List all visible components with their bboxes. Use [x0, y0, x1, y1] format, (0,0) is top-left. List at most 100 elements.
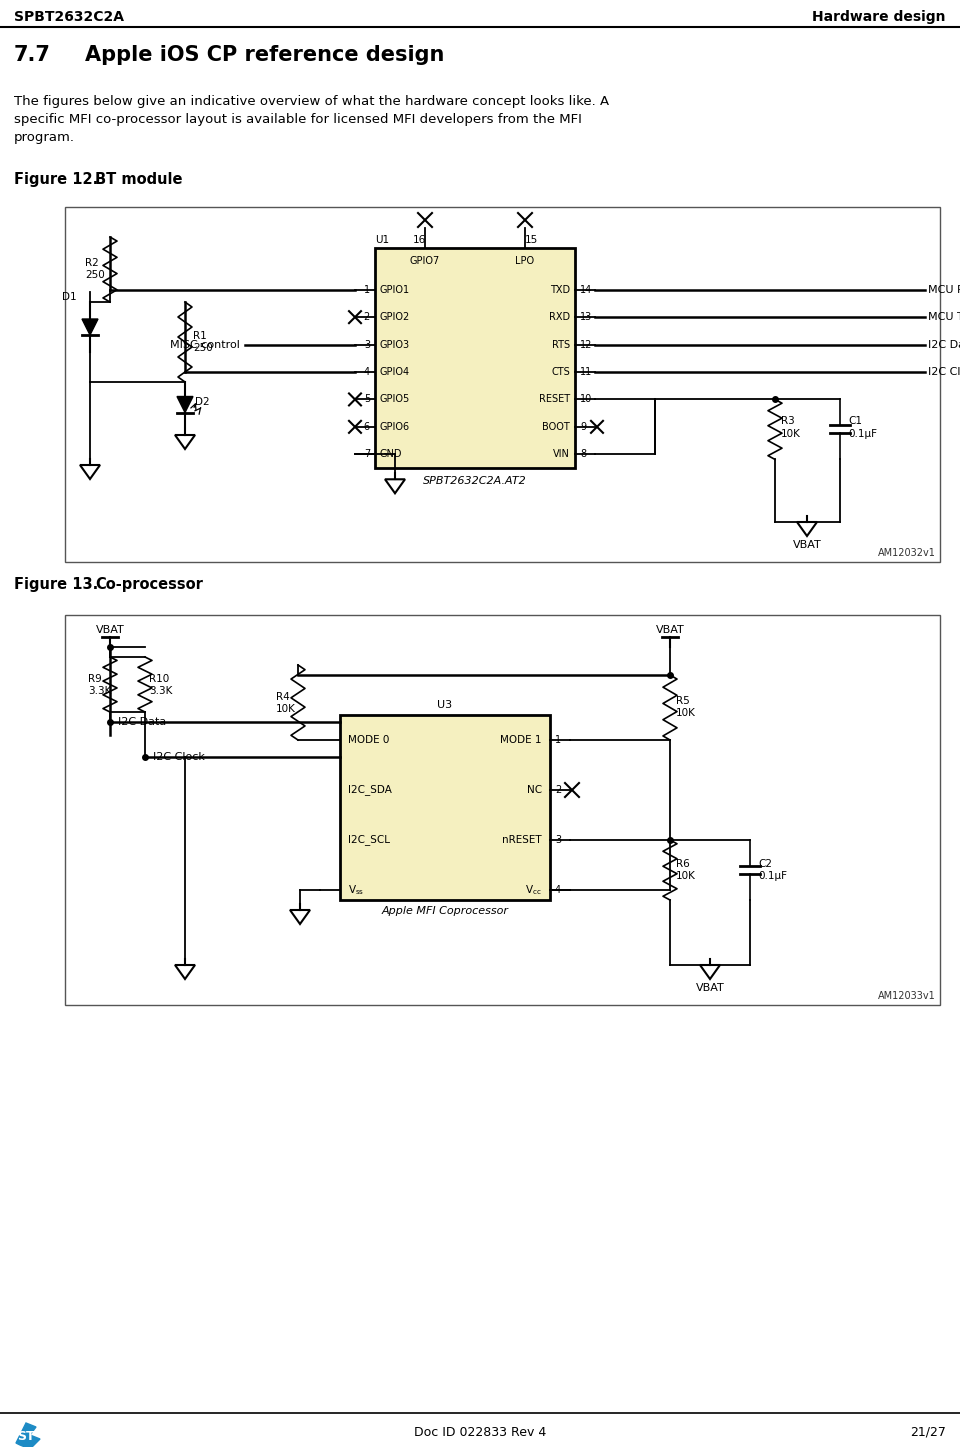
Text: 3: 3	[364, 340, 370, 350]
Text: RTS: RTS	[552, 340, 570, 350]
Text: TXD: TXD	[550, 285, 570, 295]
Text: 250: 250	[193, 343, 213, 353]
Text: 10K: 10K	[781, 430, 801, 440]
Text: 15: 15	[525, 234, 539, 245]
Text: I2C_SDA: I2C_SDA	[348, 784, 392, 796]
Text: 0.1μF: 0.1μF	[848, 430, 877, 440]
Text: R10: R10	[149, 673, 169, 683]
Text: specific MFI co-processor layout is available for licensed MFI developers from t: specific MFI co-processor layout is avai…	[14, 113, 582, 126]
Text: RESET: RESET	[539, 395, 570, 404]
Text: R6: R6	[676, 860, 689, 870]
Text: U1: U1	[375, 234, 389, 245]
Text: GPIO5: GPIO5	[380, 395, 410, 404]
Text: 3.3K: 3.3K	[149, 686, 173, 696]
Text: Apple iOS CP reference design: Apple iOS CP reference design	[85, 45, 444, 65]
Text: VBAT: VBAT	[696, 983, 725, 993]
Text: MCU TXD: MCU TXD	[928, 313, 960, 323]
Text: GPIO6: GPIO6	[380, 423, 410, 431]
Text: I2C Data: I2C Data	[928, 340, 960, 350]
Text: GPIO2: GPIO2	[380, 313, 410, 323]
Text: Figure 13.: Figure 13.	[14, 577, 98, 592]
Polygon shape	[82, 318, 98, 336]
Text: MODE 0: MODE 0	[348, 735, 390, 745]
Text: 5: 5	[364, 395, 370, 404]
Text: LPO: LPO	[516, 256, 535, 266]
Text: 16: 16	[413, 234, 426, 245]
Bar	[375, 247, 575, 467]
Text: 10: 10	[580, 395, 592, 404]
Text: VIN: VIN	[553, 449, 570, 459]
Text: 6: 6	[364, 423, 370, 431]
Text: R2: R2	[85, 259, 99, 269]
Text: GPIO1: GPIO1	[380, 285, 410, 295]
Text: GND: GND	[380, 449, 402, 459]
Text: BOOT: BOOT	[542, 423, 570, 431]
Text: $\mathregular{V_{cc}}$: $\mathregular{V_{cc}}$	[525, 883, 542, 897]
Text: SPBT2632C2A.AT2: SPBT2632C2A.AT2	[423, 476, 527, 486]
Text: C2: C2	[758, 860, 772, 870]
Text: The figures below give an indicative overview of what the hardware concept looks: The figures below give an indicative ove…	[14, 96, 610, 109]
Text: R9: R9	[88, 673, 102, 683]
Text: 3: 3	[555, 835, 562, 845]
Text: program.: program.	[14, 132, 75, 145]
Text: SPBT2632C2A: SPBT2632C2A	[14, 10, 124, 25]
Text: ST: ST	[17, 1430, 35, 1443]
Text: 10K: 10K	[276, 703, 296, 713]
Text: AM12032v1: AM12032v1	[878, 548, 936, 559]
Text: GPIO4: GPIO4	[380, 368, 410, 378]
Text: 10K: 10K	[676, 871, 696, 881]
Text: $\mathregular{V_{ss}}$: $\mathregular{V_{ss}}$	[348, 883, 365, 897]
Text: Apple MFI Coprocessor: Apple MFI Coprocessor	[381, 906, 509, 916]
Bar	[65, 207, 940, 561]
Text: GPIO3: GPIO3	[380, 340, 410, 350]
Text: 13: 13	[580, 313, 592, 323]
Text: RXD: RXD	[549, 313, 570, 323]
Text: MCU RXD: MCU RXD	[928, 285, 960, 295]
Text: 0.1μF: 0.1μF	[758, 871, 787, 881]
Text: VBAT: VBAT	[656, 625, 684, 635]
Text: 250: 250	[85, 271, 105, 281]
Text: I2C Clock: I2C Clock	[153, 752, 204, 763]
Text: 21/27: 21/27	[910, 1425, 946, 1438]
Text: C1: C1	[848, 417, 862, 427]
Bar	[340, 715, 550, 900]
Text: R4: R4	[276, 692, 290, 702]
Text: 2: 2	[555, 786, 562, 794]
Text: BT module: BT module	[95, 172, 182, 187]
Text: 4: 4	[364, 368, 370, 378]
Text: 9: 9	[580, 423, 587, 431]
Text: Co-processor: Co-processor	[95, 577, 203, 592]
Text: I2C Clock: I2C Clock	[928, 368, 960, 378]
Text: I2C_SCL: I2C_SCL	[348, 835, 390, 845]
Text: nRESET: nRESET	[502, 835, 542, 845]
Text: 2: 2	[364, 313, 370, 323]
Text: 10K: 10K	[676, 709, 696, 719]
Text: I2C Data: I2C Data	[118, 718, 166, 726]
Text: 1: 1	[364, 285, 370, 295]
Text: CTS: CTS	[551, 368, 570, 378]
Text: MODE 1: MODE 1	[500, 735, 542, 745]
Text: D2: D2	[195, 396, 209, 407]
Text: R1: R1	[193, 331, 206, 341]
Text: 8: 8	[580, 449, 587, 459]
Text: 3.3K: 3.3K	[88, 686, 111, 696]
Text: R5: R5	[676, 696, 689, 706]
Text: VBAT: VBAT	[793, 540, 822, 550]
Text: GPIO7: GPIO7	[410, 256, 440, 266]
Text: 14: 14	[580, 285, 592, 295]
Text: U3: U3	[438, 700, 452, 710]
Bar	[65, 615, 940, 1006]
Text: AM12033v1: AM12033v1	[878, 991, 936, 1001]
Text: 11: 11	[580, 368, 592, 378]
Text: 7: 7	[364, 449, 370, 459]
Text: Hardware design: Hardware design	[812, 10, 946, 25]
Text: 12: 12	[580, 340, 592, 350]
Text: R3: R3	[781, 417, 795, 427]
Text: Doc ID 022833 Rev 4: Doc ID 022833 Rev 4	[414, 1425, 546, 1438]
PathPatch shape	[16, 1422, 40, 1447]
Text: NC: NC	[527, 786, 542, 794]
Polygon shape	[177, 396, 193, 412]
Text: 7.7: 7.7	[14, 45, 51, 65]
Text: MISC control: MISC control	[170, 340, 240, 350]
Text: D1: D1	[62, 292, 77, 302]
